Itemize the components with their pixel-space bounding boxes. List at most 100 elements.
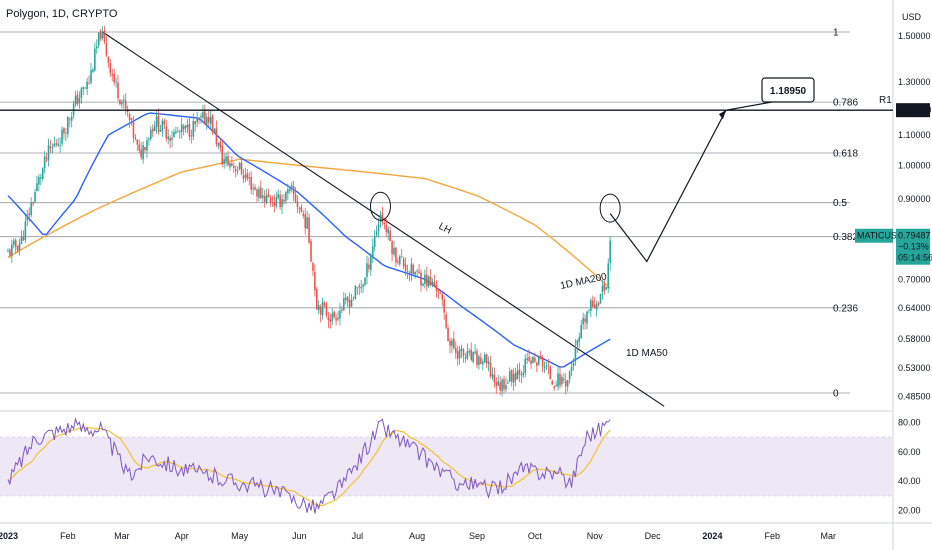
rsi-ma-line xyxy=(7,426,611,507)
candle-body xyxy=(258,189,260,199)
candle xyxy=(476,348,478,369)
candle xyxy=(86,77,88,96)
time-tick-label: 2023 xyxy=(0,531,18,541)
candle xyxy=(99,29,102,42)
candle-body xyxy=(196,118,198,123)
candle-body xyxy=(404,264,407,271)
candle xyxy=(153,120,156,132)
candle-body xyxy=(238,162,241,169)
candle xyxy=(171,130,173,148)
candle xyxy=(480,352,482,365)
candle-body xyxy=(169,137,171,142)
candle-body xyxy=(445,314,447,328)
candle xyxy=(520,370,523,384)
candle xyxy=(545,361,548,370)
candle xyxy=(45,153,48,163)
candle-body xyxy=(398,256,401,265)
candle xyxy=(327,312,330,329)
candle xyxy=(312,262,314,276)
fib-level-label: 1 xyxy=(833,28,839,39)
candle xyxy=(352,296,355,301)
candle-body xyxy=(157,115,160,132)
candle xyxy=(427,275,430,289)
candle xyxy=(211,113,214,136)
candle-body xyxy=(250,177,252,190)
candle xyxy=(325,301,328,318)
candle-body xyxy=(298,207,301,209)
candle-body xyxy=(182,126,185,130)
candle-body xyxy=(86,81,88,89)
candle xyxy=(32,201,34,207)
candle-body xyxy=(233,166,235,168)
candle-body xyxy=(591,300,594,307)
candle xyxy=(205,113,208,130)
candle-body xyxy=(329,319,332,322)
candle xyxy=(561,374,563,387)
candle-body xyxy=(393,247,395,255)
candle-body xyxy=(16,245,19,251)
candle xyxy=(144,146,146,154)
price-tick-label: 0.90000 xyxy=(898,194,931,204)
candle-body xyxy=(593,304,596,309)
candle xyxy=(453,331,455,350)
time-tick-label: 2024 xyxy=(702,531,722,541)
candle-body xyxy=(240,162,243,174)
candle-body xyxy=(555,384,557,387)
candle xyxy=(522,365,525,379)
candle xyxy=(63,127,65,140)
rsi-band xyxy=(0,437,893,496)
candle-body xyxy=(275,197,278,207)
candle-body xyxy=(221,145,224,165)
candle-body xyxy=(470,349,472,360)
candle-body xyxy=(480,357,482,364)
candle xyxy=(59,137,61,153)
candle xyxy=(36,176,38,192)
candle xyxy=(605,286,608,291)
candle-body xyxy=(476,351,478,366)
candle xyxy=(51,143,54,154)
candle-body xyxy=(121,101,123,105)
candle xyxy=(400,249,403,258)
candle xyxy=(219,138,222,152)
candle-body xyxy=(319,306,322,315)
candle-body xyxy=(78,98,81,103)
candle xyxy=(555,380,557,387)
candle-body xyxy=(433,282,436,287)
candle xyxy=(277,189,279,200)
candle xyxy=(123,94,125,109)
candle xyxy=(140,142,142,160)
candle-body xyxy=(534,358,536,362)
candle-body xyxy=(435,285,438,292)
symbol-tag xyxy=(855,228,893,243)
candle xyxy=(265,188,268,205)
candle xyxy=(574,339,577,366)
candle-body xyxy=(300,207,303,212)
candle xyxy=(151,124,154,138)
candle-body xyxy=(256,189,258,197)
candle-body xyxy=(279,195,281,207)
candle xyxy=(321,297,324,320)
candle-body xyxy=(65,133,67,135)
candle xyxy=(227,151,229,167)
candle xyxy=(126,105,129,117)
rsi-tick-label: 40.00 xyxy=(898,476,921,486)
candle-body xyxy=(350,299,353,307)
candle-body xyxy=(391,241,393,255)
candle xyxy=(532,355,534,364)
candle xyxy=(128,112,131,128)
candle-body xyxy=(362,284,364,287)
candle xyxy=(53,136,56,148)
candle-body xyxy=(271,202,274,204)
candle xyxy=(287,183,289,200)
candle xyxy=(288,188,291,195)
candle-body xyxy=(281,199,283,208)
target-value: 1.18950 xyxy=(770,86,807,97)
candle xyxy=(30,197,32,218)
candle xyxy=(458,345,461,365)
candle-body xyxy=(260,187,262,199)
candle xyxy=(267,188,270,198)
candle-body xyxy=(516,370,519,380)
candle xyxy=(607,258,610,294)
candle xyxy=(435,280,438,298)
